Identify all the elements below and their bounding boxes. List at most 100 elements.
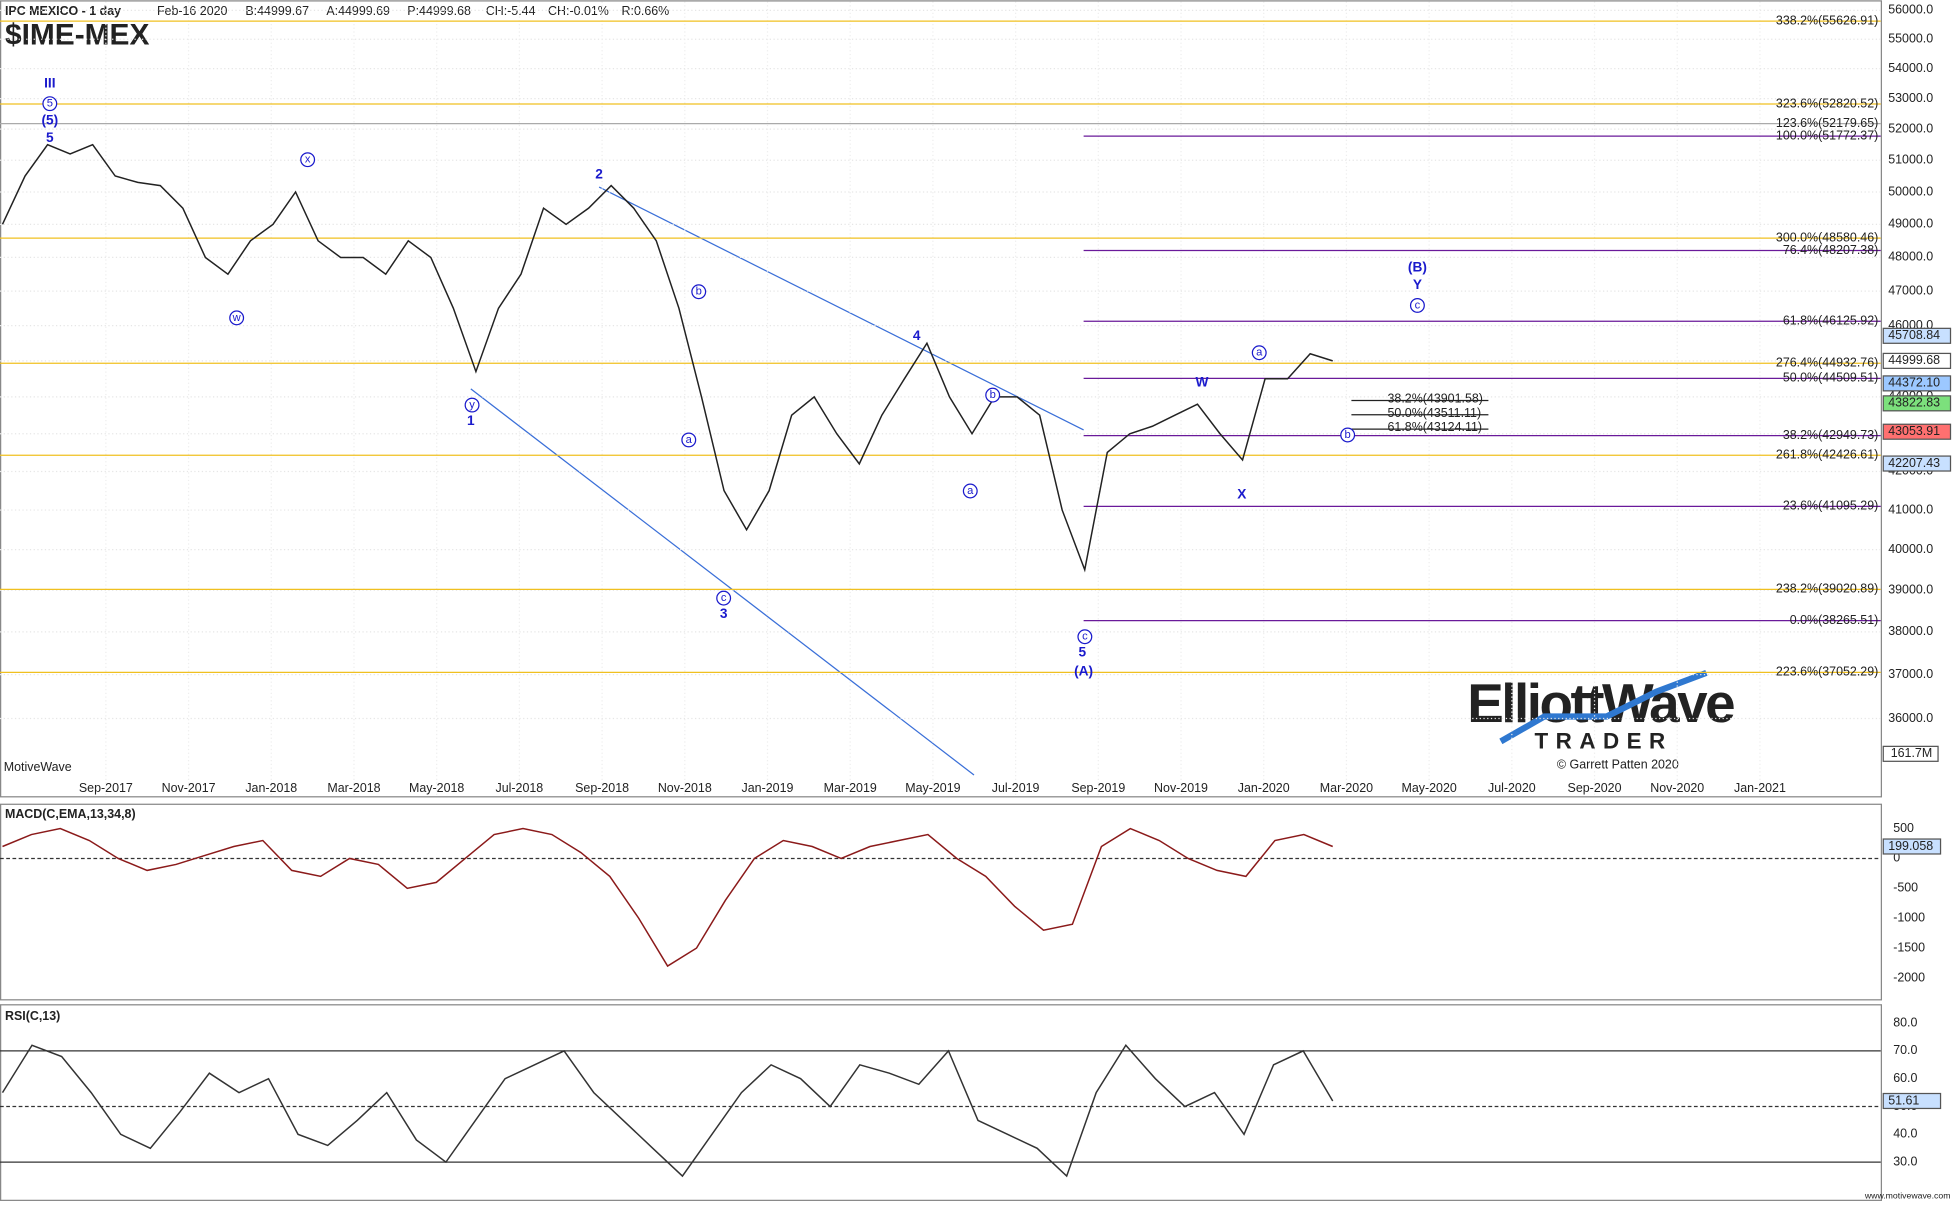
x-tick-label: May-2019 <box>905 781 960 795</box>
wave-label: w <box>232 312 242 324</box>
wave-circle <box>985 387 1001 403</box>
indicator-tag-label: 199.058 <box>1888 839 1933 853</box>
date: Feb-16 2020 <box>157 4 228 18</box>
fib-label: 338.2%(55626.91) <box>1776 13 1878 27</box>
macd_panel-line <box>2 827 1334 968</box>
wave-label: Y <box>1413 277 1422 292</box>
wave-circle <box>1409 297 1425 313</box>
y-tick-label: 39000.0 <box>1888 582 1933 596</box>
y-tick-label: -2000 <box>1893 970 1925 984</box>
wave-circle <box>42 96 58 112</box>
x-tick-label: Sep-2020 <box>1568 781 1622 795</box>
wave-circle <box>716 590 732 606</box>
fib-label: 61.8%(46125.92) <box>1783 314 1878 328</box>
wave-label: b <box>990 389 996 401</box>
y-tick-label: 52000.0 <box>1888 121 1933 135</box>
volume-tag-label: 161.7M <box>1891 746 1932 760</box>
price-tag-label: 42207.43 <box>1888 456 1940 470</box>
fib-label: 0.0%(38265.51) <box>1790 613 1879 627</box>
y-tick-label: 30.0 <box>1893 1154 1917 1168</box>
wave-label: 5 <box>1079 645 1087 660</box>
brand: MotiveWave <box>4 760 72 774</box>
x-tick-label: May-2018 <box>409 781 464 795</box>
y-tick-label: 53000.0 <box>1888 91 1933 105</box>
wave-label: 2 <box>595 166 603 181</box>
x-tick-label: Jul-2020 <box>1488 781 1536 795</box>
retrace-label: 61.8%(43124.11) <box>1388 420 1483 434</box>
trendline <box>598 186 1084 431</box>
symbol: $IME-MEX <box>5 18 149 51</box>
wave-label: a <box>686 434 693 446</box>
y-tick-label: 36000.0 <box>1888 711 1933 725</box>
fib-label: 76.4%(48207.38) <box>1783 243 1878 257</box>
price: P:44999.68 <box>407 4 471 18</box>
wave-label: 1 <box>467 413 475 428</box>
wave-circle <box>962 483 978 499</box>
wave-label: 5 <box>47 98 53 110</box>
x-tick-label: Mar-2020 <box>1320 781 1373 795</box>
wave-label: c <box>721 592 727 604</box>
x-tick-label: Jul-2019 <box>992 781 1040 795</box>
x-tick-label: Mar-2019 <box>824 781 877 795</box>
y-tick-label: 50000.0 <box>1888 184 1933 198</box>
y-tick-label: 47000.0 <box>1888 283 1933 297</box>
y-tick-label: 40000.0 <box>1888 542 1933 556</box>
retrace-label: 38.2%(43901.58) <box>1388 392 1483 406</box>
x-tick-label: May-2020 <box>1401 781 1456 795</box>
fib-label: 238.2%(39020.89) <box>1776 582 1878 596</box>
y-tick-label: 56000.0 <box>1888 3 1933 17</box>
x-tick-label: Jan-2020 <box>1238 781 1290 795</box>
watermark-credit: © Garrett Patten 2020 <box>1557 757 1679 771</box>
wave-label: 4 <box>913 328 921 343</box>
price-tag <box>1882 395 1952 412</box>
price-tag <box>1882 352 1952 369</box>
x-tick-label: Nov-2019 <box>1154 781 1208 795</box>
macd-panel-border <box>0 803 1883 1001</box>
fib-label: 323.6%(52820.52) <box>1776 96 1878 110</box>
x-tick-label: Jul-2018 <box>496 781 544 795</box>
y-tick-label: 51000.0 <box>1888 153 1933 167</box>
wave-circle <box>1251 345 1267 361</box>
fib-label: 38.2%(42949.73) <box>1783 428 1878 442</box>
price-tag <box>1882 455 1952 472</box>
title: IPC MEXICO - 1 day <box>5 4 121 18</box>
footer: www.motivewave.com <box>1864 1190 1951 1200</box>
volume-tag <box>1882 745 1939 762</box>
wave-label: (5) <box>41 113 58 128</box>
fib-label: 123.6%(52179.65) <box>1776 116 1878 130</box>
wave-label: x <box>305 154 311 166</box>
x-tick-label: Jan-2021 <box>1734 781 1786 795</box>
price-tag-label: 43822.83 <box>1888 396 1940 410</box>
wave-label: a <box>967 485 974 497</box>
indicator-tag <box>1882 1092 1942 1110</box>
x-tick-label: Mar-2018 <box>327 781 380 795</box>
wave-label: X <box>1237 486 1247 501</box>
indicator-tag-label: 51.61 <box>1888 1093 1919 1107</box>
wave-circle <box>464 397 480 413</box>
x-tick-label: Nov-2017 <box>162 781 216 795</box>
fib-label: 100.0%(51772.37) <box>1776 128 1878 142</box>
y-tick-label: 55000.0 <box>1888 32 1933 46</box>
macd-title: MACD(C,EMA,13,34,8) <box>5 807 136 821</box>
fib-label: 223.6%(37052.29) <box>1776 665 1878 679</box>
wave-label: c <box>1082 631 1088 643</box>
fib-label: 300.0%(48580.46) <box>1776 230 1878 244</box>
y-tick-label: 40.0 <box>1893 1127 1917 1141</box>
y-tick-label: 38000.0 <box>1888 624 1933 638</box>
price-panel-border <box>0 0 1883 798</box>
wave-label: a <box>1256 347 1263 359</box>
y-tick-label: 0 <box>1893 851 1900 865</box>
wave-circle <box>1077 629 1093 645</box>
price-line <box>1 143 1333 573</box>
price-tag <box>1882 423 1952 440</box>
fib-label: 276.4%(44932.76) <box>1776 356 1878 370</box>
wave-circle <box>691 284 707 300</box>
price-tag-label: 43053.91 <box>1888 424 1940 438</box>
price-tag <box>1882 327 1952 344</box>
watermark-swoosh <box>1499 669 1708 745</box>
wave-circle <box>681 432 697 448</box>
price-tag <box>1882 375 1952 392</box>
x-tick-label: Sep-2018 <box>575 781 629 795</box>
